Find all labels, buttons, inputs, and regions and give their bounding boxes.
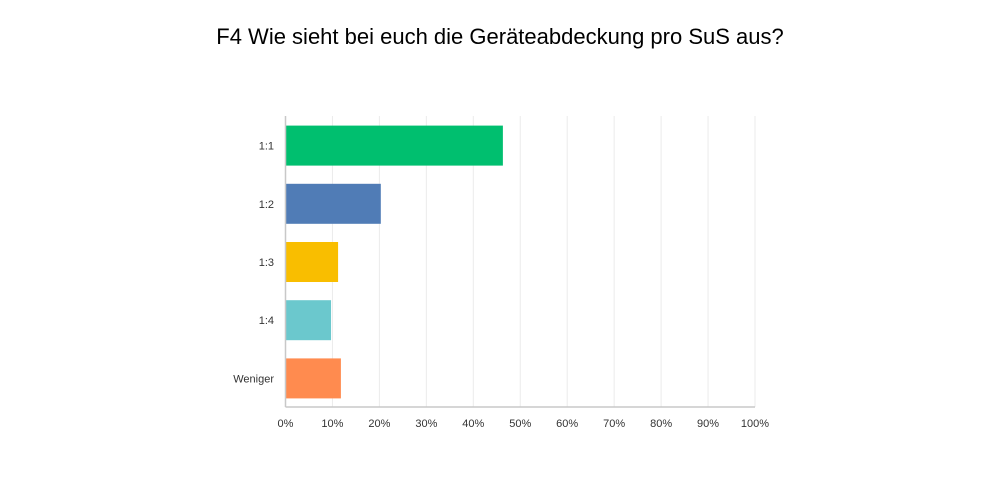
y-tick-label: 1:4 — [259, 315, 274, 327]
x-tick-label: 0% — [278, 418, 294, 430]
x-tick-label: 60% — [556, 418, 578, 430]
y-tick-label: 1:3 — [259, 257, 274, 269]
bar-1-2 — [285, 183, 381, 224]
chart-title: F4 Wie sieht bei euch die Geräteabdeckun… — [216, 24, 784, 49]
x-tick-label: 50% — [509, 418, 531, 430]
bar-Weniger — [285, 358, 341, 399]
x-tick-label: 20% — [368, 418, 390, 430]
bar-1-3 — [285, 242, 339, 282]
x-tick-label: 10% — [321, 418, 343, 430]
bar-1-4 — [285, 300, 332, 341]
y-tick-label: 1:2 — [259, 199, 274, 211]
x-tick-label: 100% — [741, 418, 769, 430]
x-tick-label: 90% — [697, 418, 719, 430]
x-tick-label: 70% — [603, 418, 625, 430]
y-tick-label: 1:1 — [259, 141, 274, 153]
x-tick-label: 40% — [462, 418, 484, 430]
x-tick-label: 80% — [650, 418, 672, 430]
y-tick-label: Weniger — [233, 373, 274, 385]
x-tick-label: 30% — [415, 418, 437, 430]
bar-1-1 — [285, 125, 503, 166]
